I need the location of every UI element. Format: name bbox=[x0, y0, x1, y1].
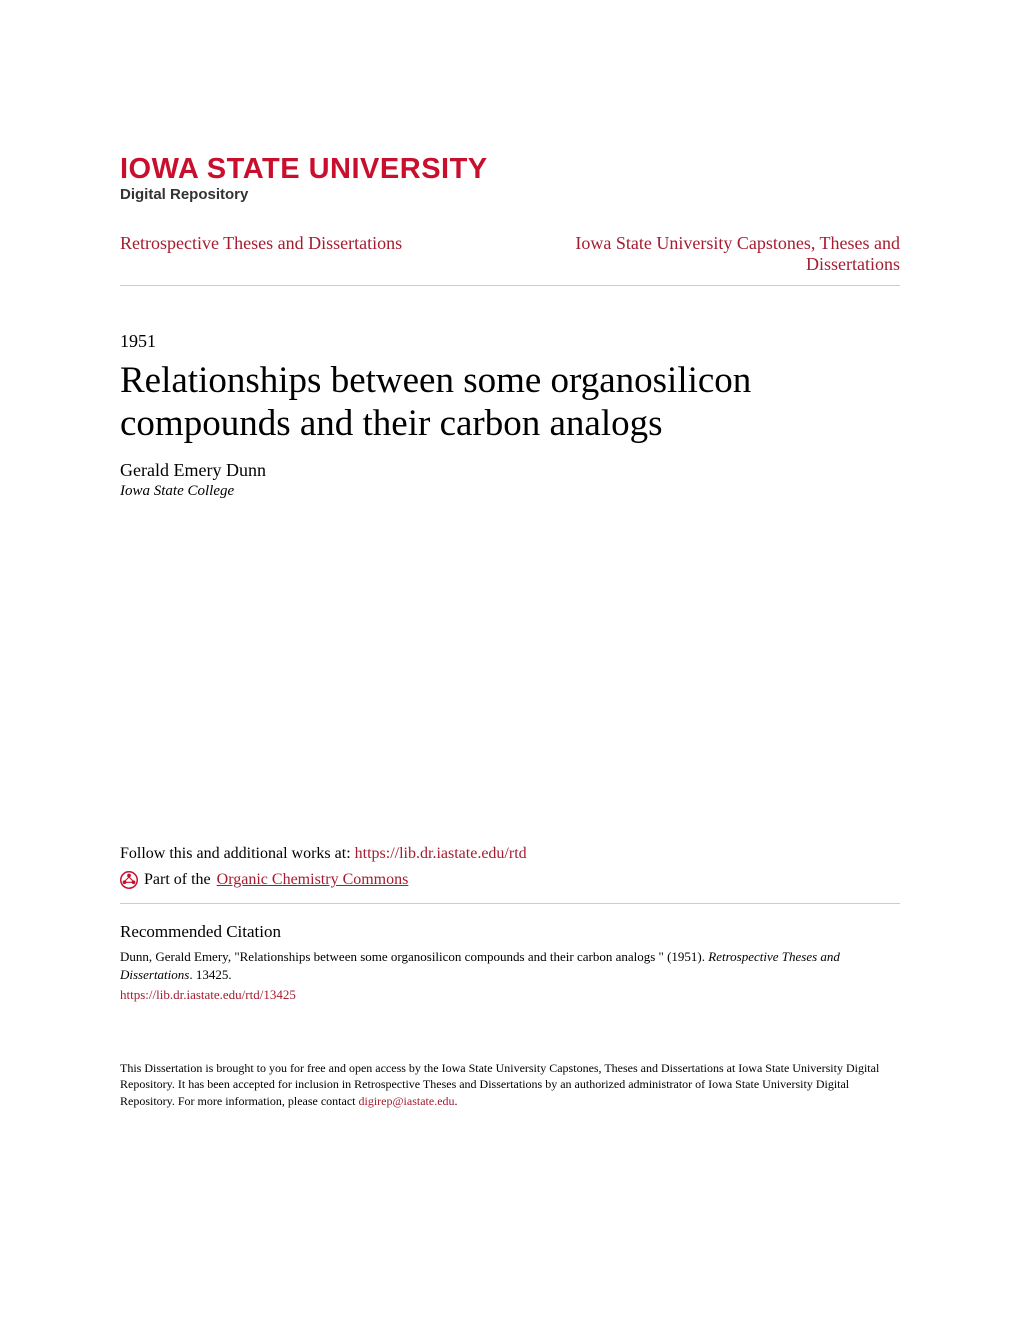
follow-url-link[interactable]: https://lib.dr.iastate.edu/rtd bbox=[355, 845, 527, 862]
breadcrumb-bar: Retrospective Theses and Dissertations I… bbox=[120, 233, 900, 286]
footer-text: This Dissertation is brought to you for … bbox=[120, 1060, 900, 1110]
footer-before-link: This Dissertation is brought to you for … bbox=[120, 1061, 879, 1109]
document-affiliation: Iowa State College bbox=[120, 483, 900, 500]
footer-after-link: . bbox=[455, 1094, 458, 1108]
breadcrumb-right-link[interactable]: Iowa State University Capstones, Theses … bbox=[520, 233, 900, 275]
part-of-prefix: Part of the bbox=[144, 871, 211, 889]
network-icon bbox=[120, 871, 138, 889]
header-logo: IOWA STATE UNIVERSITY Digital Repository bbox=[120, 155, 900, 203]
citation-url-link[interactable]: https://lib.dr.iastate.edu/rtd/13425 bbox=[120, 986, 900, 1004]
citation-after-italic: . 13425. bbox=[189, 967, 231, 982]
follow-prefix: Follow this and additional works at: bbox=[120, 845, 355, 862]
document-author: Gerald Emery Dunn bbox=[120, 460, 900, 481]
middle-section: Follow this and additional works at: htt… bbox=[120, 845, 900, 1110]
citation-heading: Recommended Citation bbox=[120, 922, 900, 942]
document-metadata: 1951 Relationships between some organosi… bbox=[120, 331, 900, 500]
commons-link[interactable]: Organic Chemistry Commons bbox=[217, 871, 409, 889]
document-title: Relationships between some organosilicon… bbox=[120, 360, 900, 445]
citation-text: Dunn, Gerald Emery, "Relationships betwe… bbox=[120, 948, 900, 1005]
university-name: IOWA STATE UNIVERSITY bbox=[120, 155, 900, 184]
document-year: 1951 bbox=[120, 331, 900, 352]
part-of-line: Part of the Organic Chemistry Commons bbox=[120, 871, 900, 904]
follow-line: Follow this and additional works at: htt… bbox=[120, 845, 900, 863]
footer-contact-link[interactable]: digirep@iastate.edu bbox=[359, 1094, 455, 1108]
citation-before-italic: Dunn, Gerald Emery, "Relationships betwe… bbox=[120, 949, 708, 964]
breadcrumb-left-link[interactable]: Retrospective Theses and Dissertations bbox=[120, 233, 402, 254]
repository-subtitle: Digital Repository bbox=[120, 186, 900, 203]
